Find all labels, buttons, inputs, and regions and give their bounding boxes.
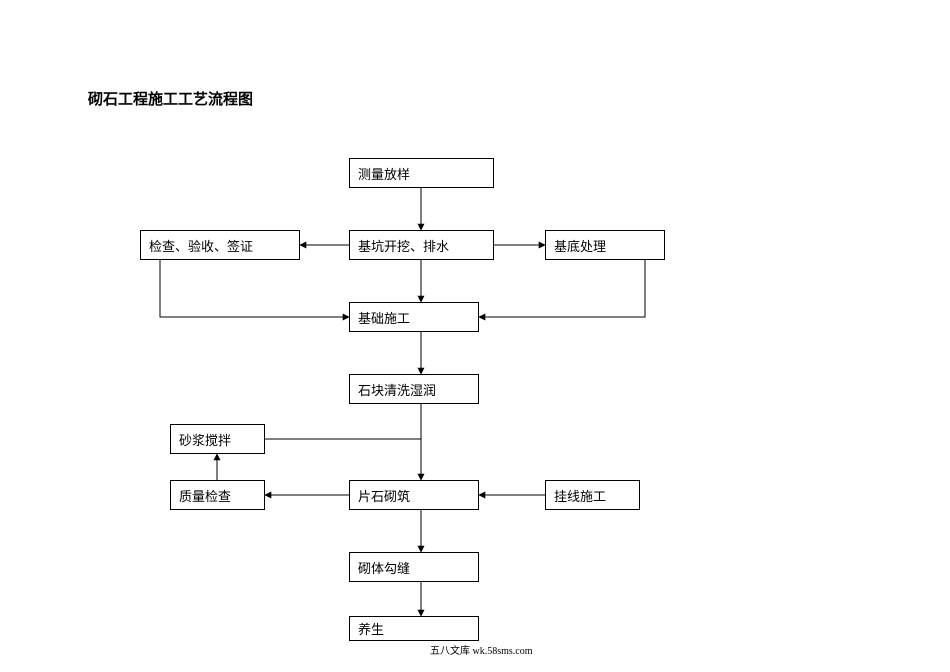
node-label: 片石砌筑 xyxy=(358,486,410,505)
node-masonry: 片石砌筑 xyxy=(349,480,479,510)
node-quality-check: 质量检查 xyxy=(170,480,265,510)
node-label: 检查、验收、签证 xyxy=(149,236,253,255)
node-label: 基础施工 xyxy=(358,308,410,327)
node-curing: 养生 xyxy=(349,616,479,641)
node-label: 测量放样 xyxy=(358,164,410,183)
node-stone-wash: 石块清洗湿润 xyxy=(349,374,479,404)
node-foundation: 基础施工 xyxy=(349,302,479,332)
node-label: 质量检查 xyxy=(179,486,231,505)
node-base-treat: 基底处理 xyxy=(545,230,665,260)
node-label: 基坑开挖、排水 xyxy=(358,236,449,255)
node-label: 砂浆搅拌 xyxy=(179,430,231,449)
page-title: 砌石工程施工工艺流程图 xyxy=(88,88,253,109)
node-label: 基底处理 xyxy=(554,236,606,255)
node-measure: 测量放样 xyxy=(349,158,494,188)
node-label: 挂线施工 xyxy=(554,486,606,505)
node-label: 砌体勾缝 xyxy=(358,558,410,577)
node-inspect: 检查、验收、签证 xyxy=(140,230,300,260)
node-label: 石块清洗湿润 xyxy=(358,380,436,399)
node-label: 养生 xyxy=(358,619,384,638)
node-excavate: 基坑开挖、排水 xyxy=(349,230,494,260)
footer-watermark: 五八文库 wk.58sms.com xyxy=(430,642,533,657)
node-jointing: 砌体勾缝 xyxy=(349,552,479,582)
node-line-set: 挂线施工 xyxy=(545,480,640,510)
node-mortar-mix: 砂浆搅拌 xyxy=(170,424,265,454)
